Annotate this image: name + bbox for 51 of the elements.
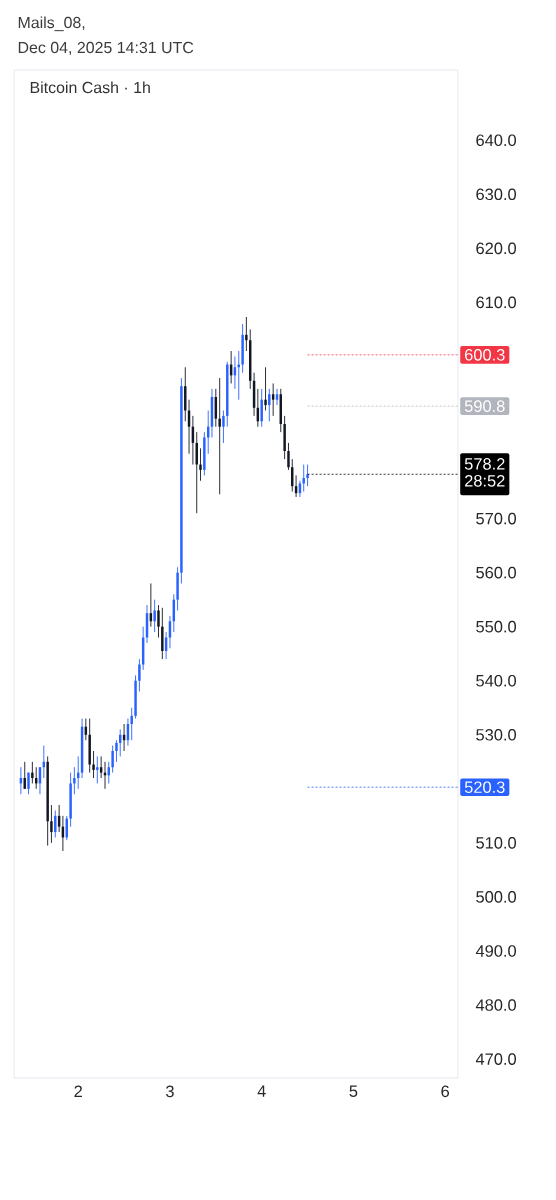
- candlestick: [50, 804, 53, 844]
- candlestick: [287, 442, 290, 471]
- text: 28:52: [465, 475, 505, 487]
- candlestick: [264, 366, 267, 411]
- candlestick: [306, 464, 309, 487]
- candlestick: [115, 739, 118, 763]
- candlestick: [302, 464, 305, 493]
- y-tick-label: 480.0: [475, 999, 517, 1011]
- candlestick: [138, 658, 141, 692]
- candlestick: [73, 766, 76, 795]
- y-tick-label: 490.0: [475, 945, 517, 957]
- y-tick-label: 540.0: [476, 674, 517, 687]
- y-tick-label: 530.0: [476, 728, 517, 741]
- y-tick-label: 500.0: [476, 891, 517, 903]
- x-tick-label: 2: [74, 1085, 82, 1097]
- x-tick-label: 6: [441, 1085, 450, 1098]
- y-tick-label: 570.0: [476, 512, 517, 525]
- candlestick: [99, 755, 103, 779]
- candlestick: [268, 388, 271, 422]
- candlestick: [199, 447, 202, 482]
- ref-line-label: 520.3: [464, 781, 505, 794]
- x-tick-label: 5: [349, 1085, 358, 1097]
- ref-line-label: 590.8: [464, 400, 505, 412]
- candlestick: [218, 377, 221, 495]
- candlestick: [31, 761, 34, 784]
- y-tick-label: 620.0: [476, 242, 517, 255]
- candlestick: [222, 410, 225, 444]
- text: Mails_08,: [18, 16, 85, 32]
- ref-line-label: 600.3: [465, 349, 505, 361]
- candlestick: [245, 316, 248, 352]
- text: Dec 04, 2025 14:31 UTC: [18, 41, 194, 56]
- y-tick-label: 510.0: [476, 837, 517, 849]
- candlestick: [92, 750, 95, 779]
- candlestick: [271, 383, 275, 417]
- y-tick-label: 560.0: [476, 566, 517, 579]
- text: Bitcoin Cash · 1h: [30, 81, 150, 94]
- candlestick: [111, 745, 114, 774]
- y-tick-label: 640.0: [476, 134, 517, 147]
- candlestick: [96, 755, 99, 784]
- candlestick: [275, 388, 279, 406]
- x-tick-label: 4: [257, 1085, 266, 1097]
- x-tick-label: 3: [166, 1085, 174, 1098]
- candlestick: [54, 810, 57, 838]
- candlestick: [157, 604, 160, 638]
- y-tick-label: 630.0: [476, 188, 517, 201]
- y-tick-label: 610.0: [476, 296, 517, 309]
- candlestick: [260, 388, 263, 428]
- ref-line-label: 578.2: [464, 458, 505, 470]
- y-tick-label: 550.0: [476, 620, 517, 633]
- y-tick-label: 470.0: [475, 1053, 517, 1065]
- candlestick: [153, 599, 156, 633]
